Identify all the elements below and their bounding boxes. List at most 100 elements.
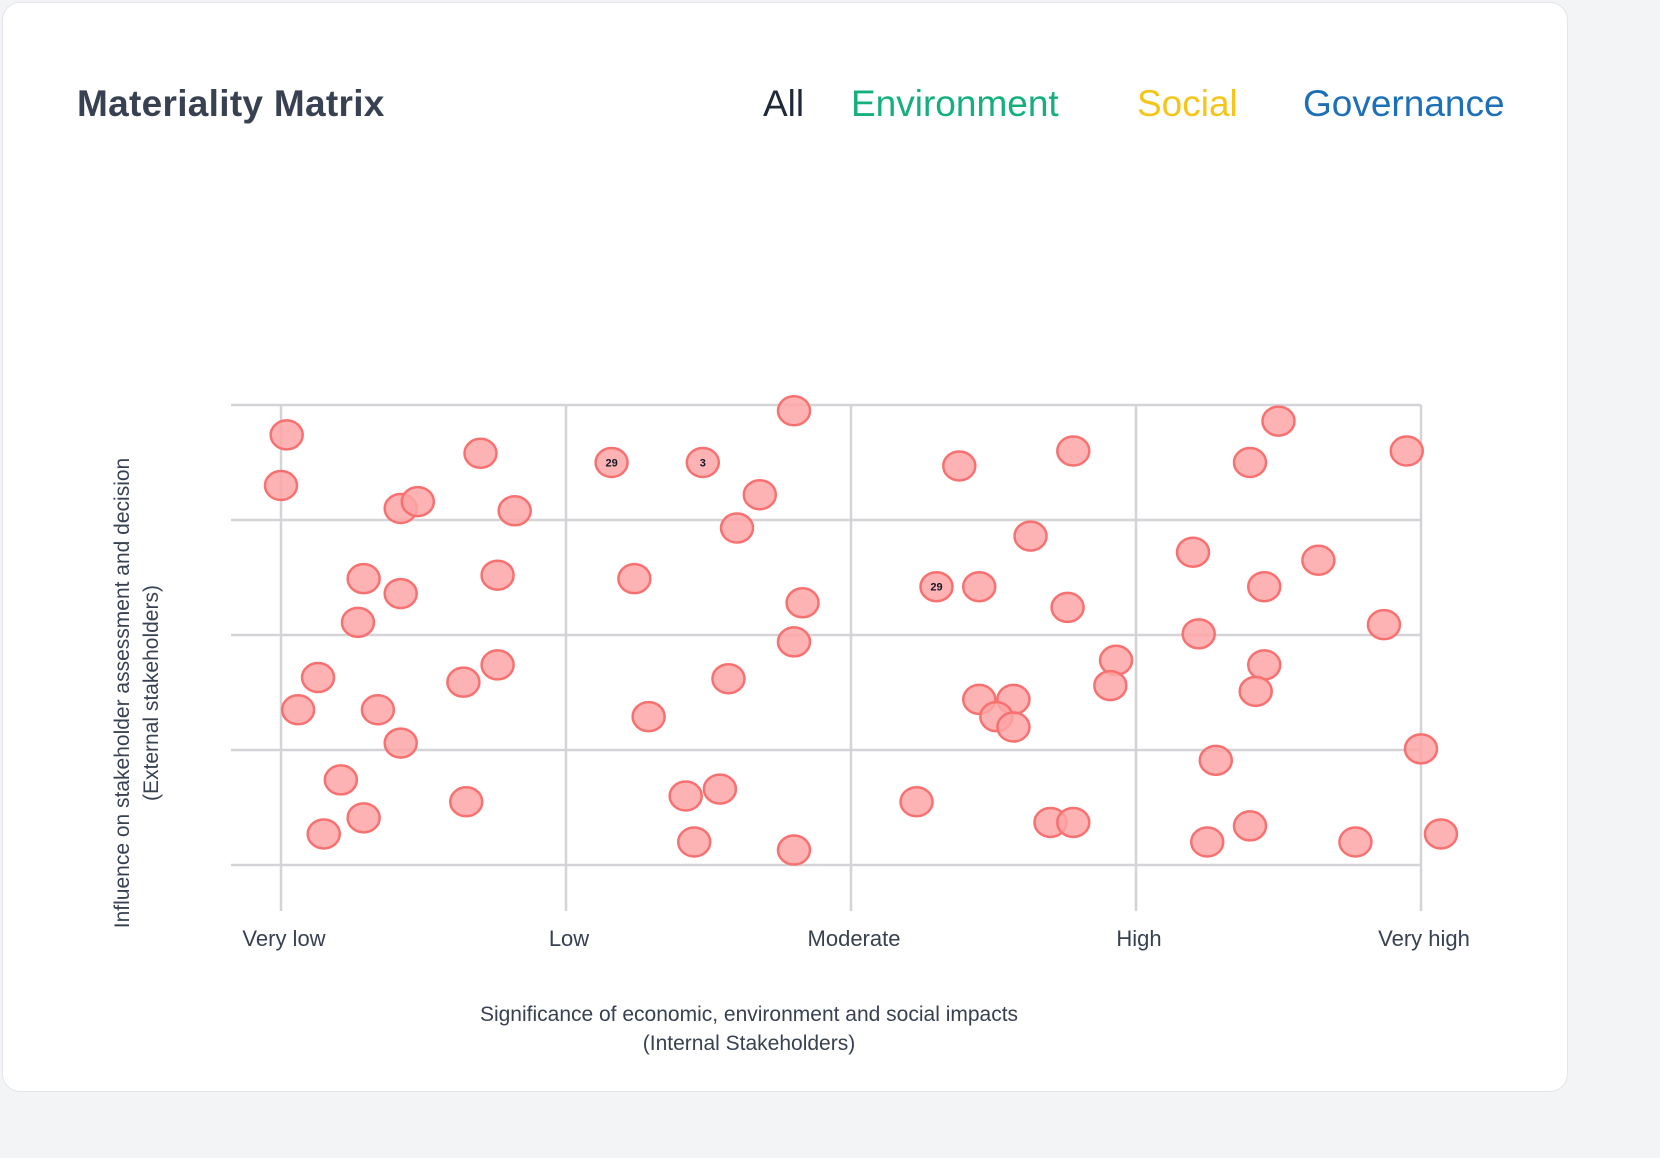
data-point[interactable] xyxy=(463,437,498,470)
data-point[interactable] xyxy=(1389,435,1424,467)
data-point[interactable] xyxy=(1232,810,1268,842)
data-point[interactable] xyxy=(480,649,515,681)
data-point[interactable] xyxy=(346,802,381,834)
data-point[interactable] xyxy=(1423,818,1459,850)
data-point[interactable] xyxy=(480,559,515,591)
data-point[interactable] xyxy=(776,834,812,866)
data-point[interactable] xyxy=(1013,520,1048,552)
point-marker xyxy=(400,485,436,518)
data-point[interactable] xyxy=(1175,536,1211,568)
data-point[interactable] xyxy=(340,606,376,639)
materiality-matrix-chart: Very low Low Moderate High Very high 29 3 29 S… xyxy=(111,395,1470,1055)
data-point[interactable] xyxy=(776,395,812,427)
point-marker xyxy=(383,577,418,610)
point-marker xyxy=(962,570,997,603)
data-point[interactable] xyxy=(1056,435,1091,467)
filter-environment[interactable]: Environment xyxy=(851,83,1059,124)
point-marker xyxy=(269,419,304,451)
data-point[interactable] xyxy=(360,694,396,726)
data-point[interactable] xyxy=(996,711,1031,743)
data-point[interactable] xyxy=(300,661,336,694)
point-marker xyxy=(1175,536,1211,568)
data-point[interactable] xyxy=(617,562,652,595)
point-marker xyxy=(449,786,484,818)
point-marker xyxy=(719,512,755,544)
point-marker xyxy=(1232,810,1268,842)
data-point[interactable] xyxy=(776,626,812,658)
data-point[interactable] xyxy=(1301,544,1336,576)
data-point[interactable] xyxy=(383,727,418,759)
data-point[interactable]: 29 xyxy=(919,570,954,603)
point-marker xyxy=(480,649,515,681)
y-axis-title: (External stakeholders) xyxy=(140,585,163,801)
point-marker xyxy=(1247,649,1282,681)
point-marker xyxy=(996,711,1031,743)
point-marker xyxy=(617,562,652,595)
data-point[interactable] xyxy=(1198,744,1234,777)
data-point[interactable] xyxy=(383,577,418,610)
point-marker xyxy=(497,495,532,527)
point-marker xyxy=(480,559,515,591)
data-point[interactable] xyxy=(269,419,304,451)
point-marker xyxy=(1366,608,1402,641)
x-axis-tick-labels: Very low Low Moderate High Very high xyxy=(242,926,1469,951)
data-point[interactable] xyxy=(1338,826,1373,858)
data-point[interactable] xyxy=(962,570,997,603)
filter-governance[interactable]: Governance xyxy=(1303,83,1505,124)
data-point[interactable] xyxy=(1247,570,1282,603)
x-axis-title: (Internal Stakeholders) xyxy=(643,1032,855,1055)
axis-titles: Significance of economic, environment an… xyxy=(111,458,1018,1055)
data-point[interactable] xyxy=(677,826,712,858)
data-point[interactable] xyxy=(446,666,481,698)
data-point[interactable]: 29 xyxy=(594,446,629,479)
point-marker xyxy=(1013,520,1048,552)
point-marker xyxy=(340,606,376,639)
y-axis-title: Influence on stakeholder assessment and … xyxy=(111,458,134,928)
point-marker xyxy=(919,570,954,603)
data-point[interactable] xyxy=(1366,608,1402,641)
data-point[interactable] xyxy=(668,780,703,812)
data-point[interactable]: 3 xyxy=(685,446,721,479)
data-point[interactable] xyxy=(1261,405,1296,437)
data-point[interactable] xyxy=(1190,826,1225,858)
scatter-points: 29 3 29 xyxy=(263,395,1459,866)
point-marker xyxy=(1423,818,1459,850)
data-point[interactable] xyxy=(280,694,316,726)
point-marker xyxy=(1098,644,1134,677)
data-point[interactable] xyxy=(631,700,666,733)
data-point[interactable] xyxy=(711,662,746,695)
filter-all[interactable]: All xyxy=(763,83,805,124)
point-marker xyxy=(1261,405,1296,437)
point-marker xyxy=(776,395,812,427)
point-marker xyxy=(776,626,812,658)
data-point[interactable] xyxy=(1093,669,1128,702)
point-marker xyxy=(263,469,299,502)
data-point[interactable] xyxy=(1247,649,1282,681)
data-point[interactable] xyxy=(1050,591,1085,624)
data-point[interactable] xyxy=(1232,446,1268,479)
data-point[interactable] xyxy=(899,786,934,818)
point-marker xyxy=(446,666,481,698)
point-marker xyxy=(463,437,498,470)
data-point[interactable] xyxy=(306,818,341,850)
data-point[interactable] xyxy=(400,485,436,518)
point-marker xyxy=(383,727,418,759)
data-point[interactable] xyxy=(1056,806,1091,839)
data-point[interactable] xyxy=(323,764,359,796)
x-tick-label: High xyxy=(1116,926,1161,951)
data-point[interactable] xyxy=(785,587,820,619)
filter-social[interactable]: Social xyxy=(1137,83,1238,124)
point-marker xyxy=(942,450,977,482)
data-point[interactable] xyxy=(1403,733,1439,765)
data-point[interactable] xyxy=(702,773,738,805)
data-point[interactable] xyxy=(497,495,532,527)
data-point[interactable] xyxy=(1181,618,1216,650)
data-point[interactable] xyxy=(449,786,484,818)
data-point[interactable] xyxy=(1098,644,1134,677)
data-point[interactable] xyxy=(942,450,977,482)
data-point[interactable] xyxy=(263,469,299,502)
data-point[interactable] xyxy=(742,478,778,511)
data-point[interactable] xyxy=(1238,675,1273,708)
data-point[interactable] xyxy=(346,562,381,595)
data-point[interactable] xyxy=(719,512,755,544)
